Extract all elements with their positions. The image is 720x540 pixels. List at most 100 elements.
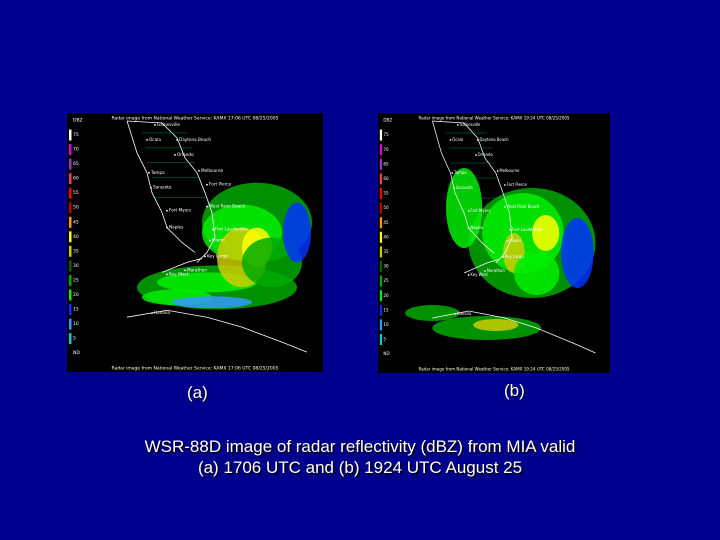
echo xyxy=(445,168,483,248)
city-label: Havana xyxy=(154,310,170,315)
city-label: Fort Myers xyxy=(470,208,490,213)
coastline xyxy=(432,120,513,264)
legend-swatch xyxy=(69,289,72,301)
legend-label: 30 xyxy=(73,263,79,269)
legend-swatch xyxy=(69,144,72,156)
legend-swatch xyxy=(379,217,383,229)
legend-label: 5 xyxy=(73,336,76,342)
city-label: Fort Lauderdale xyxy=(512,227,542,232)
city-dot xyxy=(502,256,504,258)
city-label: Fort Pierce xyxy=(507,182,528,187)
city-label: Orlando xyxy=(478,152,494,157)
city-label: Gainesville xyxy=(157,122,180,127)
legend-label: 20 xyxy=(73,292,79,298)
city-dot xyxy=(198,169,200,172)
city-dot xyxy=(453,187,455,189)
city-label: Tampa xyxy=(150,170,165,175)
legend-label: 5 xyxy=(383,336,386,342)
radar-image: Radar image from National Weather Servic… xyxy=(67,113,323,372)
legend-label: 50 xyxy=(383,205,388,211)
radar-image: Radar image from National Weather Servic… xyxy=(378,113,610,373)
legend-label: 75 xyxy=(73,132,79,138)
city-label: Ocala xyxy=(452,137,463,142)
legend-swatch xyxy=(69,173,72,185)
city-dot xyxy=(509,229,512,231)
city-label: Gainesville xyxy=(460,122,481,127)
legend-label: 55 xyxy=(73,190,79,196)
caption-line: WSR-88D image of radar reflectivity (dBZ… xyxy=(144,437,576,456)
city-label: Marathon xyxy=(187,267,207,272)
echo xyxy=(561,218,594,288)
city-dot xyxy=(209,239,211,242)
echo xyxy=(473,319,519,331)
legend-swatch xyxy=(69,231,72,243)
coastline xyxy=(126,258,308,353)
city-dot xyxy=(467,210,470,212)
city-dot xyxy=(454,313,456,315)
city-dot xyxy=(456,124,459,126)
image-header: Radar image from National Weather Servic… xyxy=(418,115,569,121)
legend-label: DBZ xyxy=(383,117,392,123)
legend-swatch xyxy=(69,333,72,345)
legend-label: ND xyxy=(383,351,390,357)
legend-swatch xyxy=(69,202,72,214)
city-dot xyxy=(148,171,150,174)
legend-label: 70 xyxy=(73,147,79,153)
city-dot xyxy=(204,255,206,258)
legend-label: 50 xyxy=(73,205,79,211)
legend-swatch xyxy=(69,216,72,228)
legend-label: 40 xyxy=(73,234,79,240)
legend-label: 55 xyxy=(383,190,388,196)
city-label: Naples xyxy=(169,225,183,230)
echo xyxy=(283,202,311,263)
legend-swatch xyxy=(379,246,383,258)
caption-line: (a) 1706 UTC and (b) 1924 UTC August 25 xyxy=(197,458,523,477)
city-dot xyxy=(206,205,208,208)
legend-label: 25 xyxy=(383,278,388,284)
city-label: Key Largo xyxy=(207,253,228,258)
county-lines xyxy=(445,132,505,199)
legend-swatch xyxy=(379,261,383,272)
city-dot xyxy=(166,209,168,212)
legend-swatch xyxy=(69,187,72,199)
legend-swatch xyxy=(379,158,383,170)
legend-label: ND xyxy=(73,350,80,356)
city-label: Key West xyxy=(169,271,189,276)
legend-swatch xyxy=(379,144,383,156)
city-dot xyxy=(484,270,486,272)
legend-label: 25 xyxy=(73,277,79,283)
city-dot xyxy=(467,274,470,276)
city-label: Havana xyxy=(457,311,472,316)
image-header: Radar image from National Weather Servic… xyxy=(112,115,279,121)
legend-label: 70 xyxy=(383,147,388,153)
legend-swatch xyxy=(379,231,383,243)
city-label: Marathon xyxy=(487,268,506,273)
city-label: Ocala xyxy=(149,137,161,142)
county-lines xyxy=(142,132,207,198)
city-label: Melbourne xyxy=(201,168,224,173)
city-dot xyxy=(467,227,470,229)
legend-label: 65 xyxy=(73,161,79,167)
city-label: West Palm Beach xyxy=(209,204,245,209)
legend-swatch xyxy=(379,202,383,214)
city-label: Miami xyxy=(212,238,225,243)
legend-label: 45 xyxy=(383,220,388,226)
legend-swatch xyxy=(379,334,383,345)
city-label: Melbourne xyxy=(499,168,520,173)
legend-label: 75 xyxy=(383,132,388,138)
image-footer: Radar image from National Weather Servic… xyxy=(112,366,279,372)
city-dot xyxy=(506,240,509,242)
legend-label: 45 xyxy=(73,219,79,225)
city-dot xyxy=(504,206,506,208)
legend-swatch xyxy=(69,304,72,316)
legend-swatch xyxy=(379,290,383,302)
legend-label: 15 xyxy=(73,307,79,313)
city-dot xyxy=(150,186,152,189)
city-label: Fort Lauderdale xyxy=(215,227,248,232)
city-dot xyxy=(451,172,454,174)
legend-label: 20 xyxy=(383,293,388,299)
echo xyxy=(532,215,560,251)
legend-label: 65 xyxy=(383,161,388,167)
city-dot xyxy=(166,226,168,229)
legend-swatch xyxy=(379,275,383,287)
